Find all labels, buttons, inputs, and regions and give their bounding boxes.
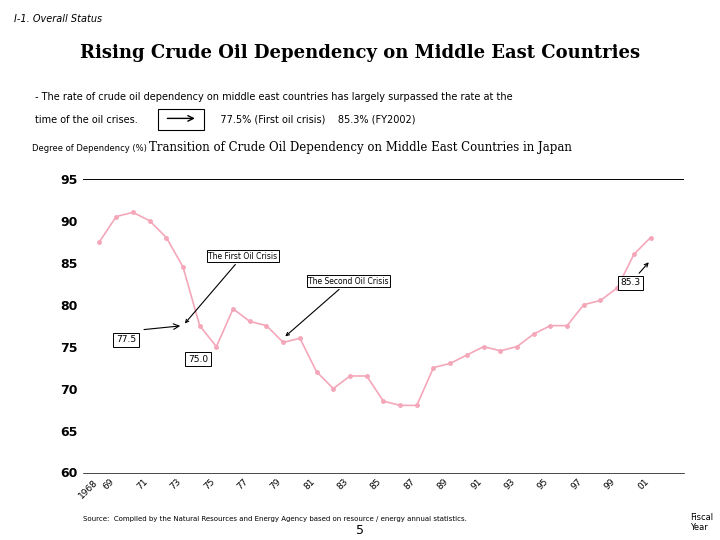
Text: The First Oil Crisis: The First Oil Crisis bbox=[186, 252, 277, 322]
Text: 77.5: 77.5 bbox=[116, 335, 136, 345]
Text: 85.3: 85.3 bbox=[621, 263, 648, 287]
Text: Degree of Dependency (%): Degree of Dependency (%) bbox=[32, 144, 147, 153]
FancyBboxPatch shape bbox=[158, 109, 204, 130]
Text: Fiscal
Year: Fiscal Year bbox=[690, 513, 713, 532]
Text: Source:  Compiled by the Natural Resources and Energy Agency based on resource /: Source: Compiled by the Natural Resource… bbox=[83, 516, 467, 522]
Text: 77.5% (First oil crisis)    85.3% (FY2002): 77.5% (First oil crisis) 85.3% (FY2002) bbox=[211, 115, 415, 125]
Text: 75.0: 75.0 bbox=[188, 355, 208, 364]
Text: The Second Oil Crisis: The Second Oil Crisis bbox=[287, 276, 389, 335]
Text: - The rate of crude oil dependency on middle east countries has largely surpasse: - The rate of crude oil dependency on mi… bbox=[35, 92, 513, 102]
Text: I-1. Overall Status: I-1. Overall Status bbox=[14, 14, 102, 24]
Text: Transition of Crude Oil Dependency on Middle East Countries in Japan: Transition of Crude Oil Dependency on Mi… bbox=[148, 141, 572, 154]
Text: Rising Crude Oil Dependency on Middle East Countries: Rising Crude Oil Dependency on Middle Ea… bbox=[80, 44, 640, 62]
Text: time of the oil crises.: time of the oil crises. bbox=[35, 115, 138, 125]
Text: 5: 5 bbox=[356, 524, 364, 537]
Text: Rising Crude Oil Dependency on Middle East Countries: Rising Crude Oil Dependency on Middle Ea… bbox=[0, 539, 1, 540]
